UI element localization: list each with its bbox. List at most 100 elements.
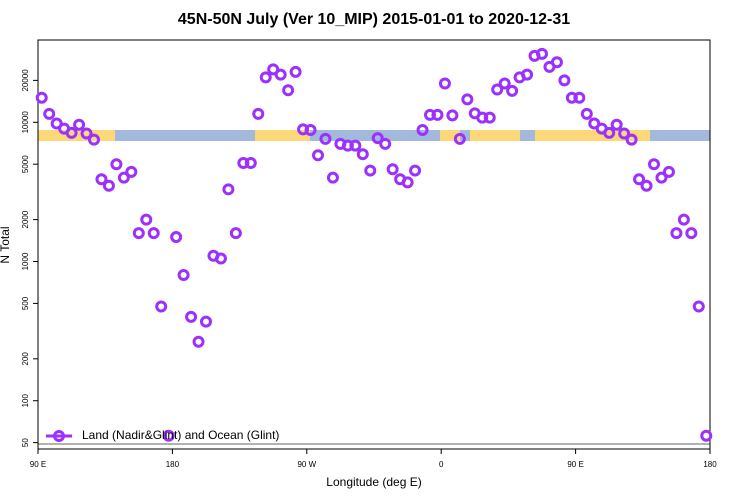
data-point [356, 148, 369, 161]
data-point [170, 230, 183, 243]
data-point [536, 47, 548, 60]
data-point [618, 127, 631, 140]
data-point [424, 108, 436, 121]
data-point [386, 163, 399, 176]
data-point [73, 118, 86, 131]
data-point [491, 83, 504, 96]
data-point [461, 93, 474, 106]
data-point [692, 300, 705, 313]
data-point [446, 109, 459, 122]
x-tick-label: 180 [703, 460, 717, 469]
data-point [603, 126, 616, 139]
plot-frame [37, 39, 711, 450]
data-point [35, 91, 48, 104]
data-point [506, 84, 519, 97]
data-point [274, 68, 287, 81]
data-point [565, 91, 578, 104]
data-point [438, 77, 451, 90]
data-point [550, 56, 563, 69]
data-point [162, 429, 175, 442]
y-tick-label: 20000 [21, 69, 30, 92]
data-point [662, 165, 675, 178]
data-point [416, 124, 429, 137]
x-tick-label: 0 [439, 460, 444, 469]
data-point [177, 268, 190, 281]
data-point [677, 213, 690, 226]
data-point [685, 227, 698, 240]
data-point [655, 171, 668, 184]
data-point [192, 335, 205, 348]
data-point [222, 183, 235, 196]
data-point [117, 171, 130, 184]
data-point [125, 165, 138, 178]
data-point [200, 315, 212, 328]
data-point [625, 133, 638, 146]
y-tick-label: 2000 [21, 210, 30, 228]
data-point [229, 227, 242, 240]
data-point [244, 156, 257, 169]
x-tick-label: 180 [166, 460, 180, 469]
x-axis-label: Longitude (deg E) [326, 475, 421, 489]
x-tick-label: 90 E [567, 460, 583, 469]
data-point [409, 164, 422, 177]
data-point [110, 158, 123, 171]
data-point [341, 139, 354, 152]
data-point [453, 132, 466, 145]
data-point [431, 108, 444, 121]
y-tick-label: 5000 [21, 155, 30, 173]
data-point [252, 107, 265, 120]
x-tick-label: 90 W [297, 460, 316, 469]
data-point [610, 118, 623, 131]
data-point [267, 63, 280, 76]
data-point [312, 149, 324, 162]
x-tick-label: 90 E [30, 460, 46, 469]
data-point [147, 227, 160, 240]
y-tick-label: 10000 [21, 111, 30, 134]
data-point [483, 111, 496, 124]
y-axis-label: N Total [0, 226, 12, 263]
data-point [140, 213, 153, 226]
chart-title: 45N-50N July (Ver 10_MIP) 2015-01-01 to … [178, 11, 570, 28]
data-point [185, 310, 198, 323]
y-tick-label: 100 [21, 394, 30, 408]
data-point [700, 429, 713, 442]
data-point [102, 179, 115, 192]
data-point [289, 65, 302, 78]
data-point [670, 227, 683, 240]
data-point [237, 156, 250, 169]
y-tick-label: 200 [21, 352, 30, 366]
data-point [304, 124, 317, 137]
data-point [95, 173, 108, 186]
data-point [633, 173, 646, 186]
data-point [319, 132, 332, 145]
data-point [259, 71, 272, 84]
data-point [364, 164, 377, 177]
data-point [326, 171, 339, 184]
data-point [521, 68, 534, 81]
data-point [371, 132, 384, 145]
data-point [580, 107, 593, 120]
data-point [132, 227, 145, 240]
legend-marker [53, 430, 65, 442]
data-point [640, 179, 653, 192]
data-point [214, 252, 227, 265]
data-point [476, 111, 489, 124]
y-tick-label: 1000 [21, 252, 30, 270]
data-point [65, 126, 78, 139]
data-point [558, 74, 571, 87]
data-point [88, 133, 100, 146]
y-tick-label: 50 [21, 438, 30, 447]
data-point [379, 137, 392, 150]
data-point [349, 139, 362, 152]
data-point [43, 107, 56, 120]
legend-label: Land (Nadir&Glint) and Ocean (Glint) [82, 428, 279, 442]
data-point [498, 77, 511, 90]
data-point [573, 91, 586, 104]
data-point [282, 84, 295, 97]
data-point [648, 158, 660, 171]
y-tick-label: 500 [21, 296, 30, 310]
data-point [401, 176, 414, 189]
data-point [80, 127, 93, 140]
data-point [155, 300, 168, 313]
